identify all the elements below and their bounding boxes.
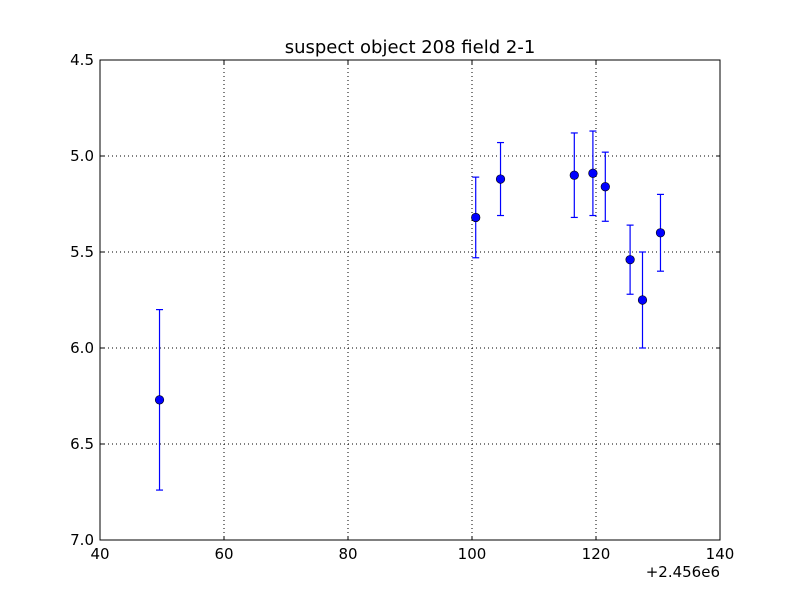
data-point <box>471 212 481 223</box>
x-tick-label: 100 <box>458 545 487 563</box>
data-point <box>588 168 598 178</box>
x-tick-label: 60 <box>214 545 233 563</box>
y-tick-label: 5.5 <box>70 243 94 261</box>
axes-frame <box>99 59 721 541</box>
chart-title: suspect object 208 field 2-1 <box>285 37 536 58</box>
y-tick-label: 6.0 <box>70 339 94 357</box>
x-tick-label: 120 <box>582 545 611 563</box>
data-point <box>569 170 579 180</box>
x-tick-label: 80 <box>338 545 357 563</box>
y-tick-label: 5.0 <box>70 147 94 165</box>
data-series <box>154 130 666 491</box>
x-tick-label: 140 <box>706 545 735 563</box>
y-tick-label: 6.5 <box>70 435 94 453</box>
y-tick-label: 7.0 <box>70 531 94 549</box>
x-axis-ticks: 40 60 80 100 120 140 <box>90 60 734 563</box>
data-point <box>495 174 506 184</box>
data-point <box>154 395 165 405</box>
y-axis-ticks: 4.5 5.0 5.5 6.0 6.5 7.0 <box>70 51 720 549</box>
y-tick-label: 4.5 <box>70 51 94 69</box>
axes-frame-rect <box>99 59 721 541</box>
data-point <box>655 228 666 238</box>
x-tick-label: 40 <box>90 545 109 563</box>
data-point <box>637 295 648 305</box>
grid-lines <box>100 60 720 540</box>
data-point <box>600 182 610 192</box>
x-axis-offset-label: +2.456e6 <box>646 563 720 581</box>
data-point <box>625 255 635 265</box>
